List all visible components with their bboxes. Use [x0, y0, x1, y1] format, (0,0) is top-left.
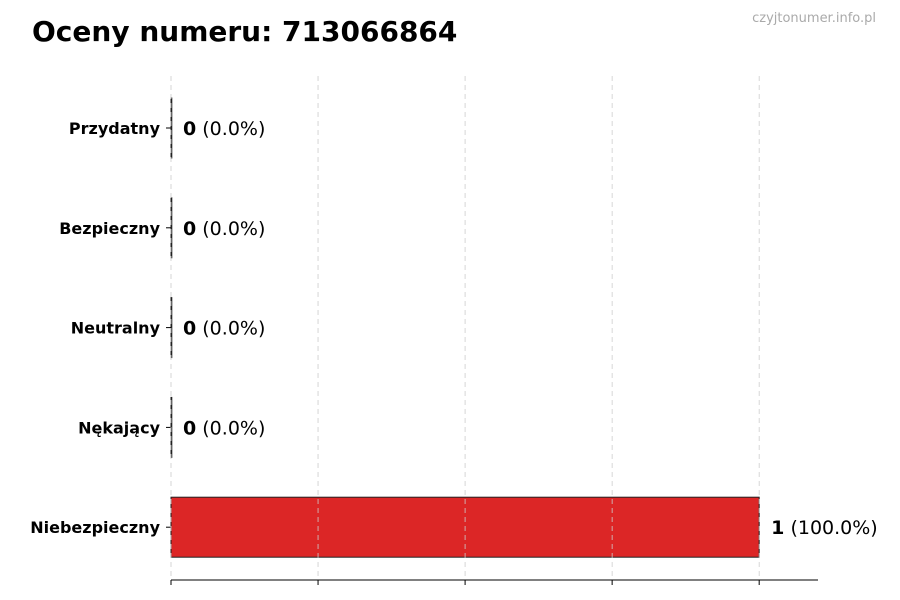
- value-percent: (0.0%): [196, 417, 265, 439]
- value-percent: (0.0%): [196, 218, 265, 240]
- value-percent: (0.0%): [196, 118, 265, 140]
- category-label: Niebezpieczny: [30, 518, 160, 537]
- value-count: 1: [771, 517, 784, 539]
- value-label: 0 (0.0%): [183, 417, 265, 439]
- value-percent: (0.0%): [196, 318, 265, 340]
- value-count: 0: [183, 218, 196, 240]
- watermark: czyjtonumer.info.pl: [752, 11, 876, 26]
- chart-title: Oceny numeru: 713066864: [32, 15, 457, 48]
- value-count: 0: [183, 118, 196, 140]
- value-label: 0 (0.0%): [183, 318, 265, 340]
- category-label: Bezpieczny: [59, 219, 160, 238]
- value-label: 0 (0.0%): [183, 118, 265, 140]
- category-label: Przydatny: [69, 119, 161, 138]
- value-count: 0: [183, 417, 196, 439]
- value-label: 0 (0.0%): [183, 218, 265, 240]
- value-count: 0: [183, 318, 196, 340]
- value-label: 1 (100.0%): [771, 517, 878, 539]
- category-label: Nękający: [78, 418, 160, 437]
- value-percent: (100.0%): [784, 517, 877, 539]
- category-label: Neutralny: [71, 319, 161, 338]
